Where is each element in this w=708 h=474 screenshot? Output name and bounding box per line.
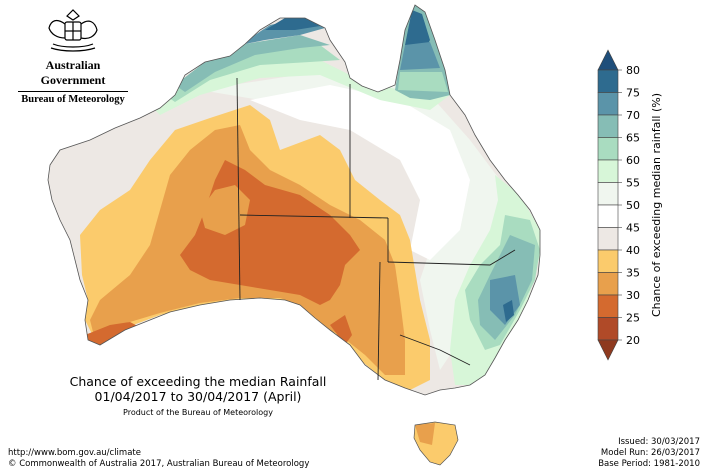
tasmania-outline (413, 421, 459, 466)
tasmania-zones (414, 422, 458, 465)
legend-swatch (597, 182, 619, 206)
border-nsw-vic (399, 334, 471, 366)
legend-tick-label: 55 (626, 177, 640, 190)
mainland-coastline (47, 4, 541, 396)
legend-swatch (597, 92, 619, 116)
footer-left: http://www.bom.gov.au/climate © Commonwe… (8, 448, 309, 470)
legend-tick-label: 40 (626, 244, 640, 257)
legend-swatch (597, 204, 619, 228)
legend-swatch (597, 227, 619, 251)
legend-swatch (597, 317, 619, 341)
border-sa-vic (377, 261, 381, 381)
bureau-name: Bureau of Meteorology (18, 91, 128, 105)
zone-wet-white (250, 85, 470, 260)
border-wa (236, 77, 241, 301)
map-period: 01/04/2017 to 30/04/2017 (April) (94, 389, 302, 404)
zone-dry-35-inner (200, 185, 250, 235)
website-link[interactable]: http://www.bom.gov.au/climate (8, 448, 141, 458)
issued-date: Issued: 30/03/2017 (618, 437, 700, 447)
copyright-text: © Commonwealth of Australia 2017, Austra… (8, 459, 310, 469)
legend-tick-label: 45 (626, 222, 640, 235)
legend-swatch (597, 159, 619, 183)
legend-arrow-bottom (597, 339, 619, 361)
government-logo: Australian Government Bureau of Meteorol… (12, 8, 134, 105)
legend-swatch (597, 137, 619, 161)
zone-wet-cape-york-65 (398, 72, 448, 92)
zone-dry-30-eyre (330, 315, 352, 345)
legend-tick-label: 65 (626, 132, 640, 145)
legend-tick-label: 70 (626, 109, 640, 122)
legend-tick-label: 60 (626, 154, 640, 167)
legend-swatch (597, 114, 619, 138)
border-nt-sa (239, 214, 389, 219)
legend-arrow-top (597, 49, 619, 71)
legend-tick-label: 35 (626, 267, 640, 280)
legend-tick-label: 75 (626, 87, 640, 100)
zone-wet-70-north (175, 35, 330, 92)
legend-tick-label: 30 (626, 289, 640, 302)
footer-right: Issued: 30/03/2017 Model Run: 26/03/2017… (598, 437, 700, 470)
title-block: Chance of exceeding the median Rainfall … (40, 374, 356, 417)
legend-tick-label: 50 (626, 199, 640, 212)
legend: 80 75 70 65 60 55 50 45 40 35 30 25 20 Chance of exce… (597, 49, 663, 361)
zone-wet-cape-york-75 (400, 42, 440, 70)
coat-of-arms-icon (48, 9, 98, 52)
state-borders (236, 77, 516, 381)
model-run-date: Model Run: 26/03/2017 (600, 448, 700, 458)
product-credit: Product of the Bureau of Meteorology (123, 408, 273, 417)
government-name: Australian Government (40, 58, 106, 87)
base-period: Base Period: 1981-2010 (598, 459, 700, 469)
zone-wet-east-80 (503, 300, 514, 322)
zone-wet-80-north (265, 18, 320, 30)
zone-wet-65-north (165, 45, 340, 102)
legend-title: Chance of exceeding median rainfall (%) (650, 93, 663, 317)
legend-tick-label: 80 (626, 64, 640, 77)
legend-tick-label: 20 (626, 334, 640, 347)
map-title: Chance of exceeding the median Rainfall (69, 374, 327, 389)
legend-swatch (597, 69, 619, 93)
border-qld-nsw (387, 249, 516, 266)
legend-swatch (597, 272, 619, 296)
legend-tick-label: 25 (626, 312, 640, 325)
legend-swatch (597, 294, 619, 318)
legend-swatch (597, 249, 619, 273)
